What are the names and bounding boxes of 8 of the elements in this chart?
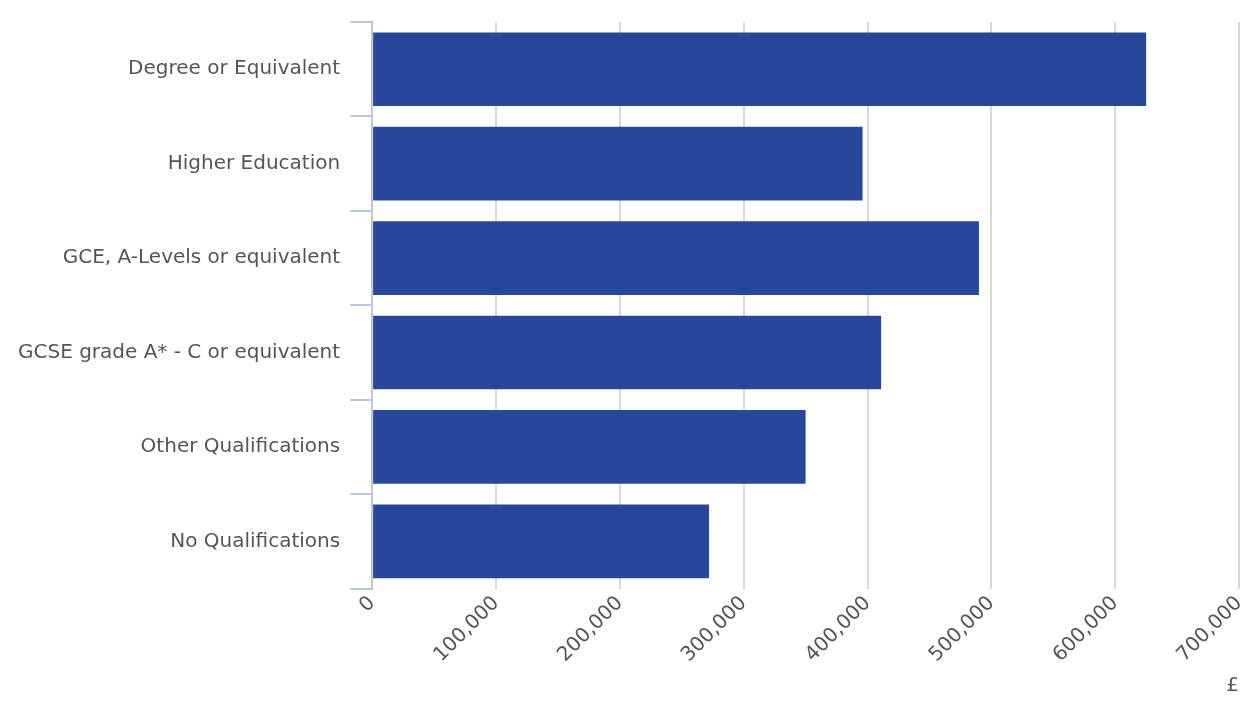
y-tick-label: GCSE grade A* - C or equivalent	[18, 338, 341, 363]
y-tick-label: Degree or Equivalent	[128, 55, 341, 80]
y-tick-label: No Qualifications	[170, 527, 341, 552]
y-tick-label: GCE, A-Levels or equivalent	[62, 244, 341, 269]
x-axis-title: £	[1226, 672, 1240, 697]
x-tick-label: 0	[353, 590, 380, 617]
y-tick-label: Higher Education	[167, 149, 341, 174]
y-tick-label: Other Qualifications	[140, 433, 341, 458]
